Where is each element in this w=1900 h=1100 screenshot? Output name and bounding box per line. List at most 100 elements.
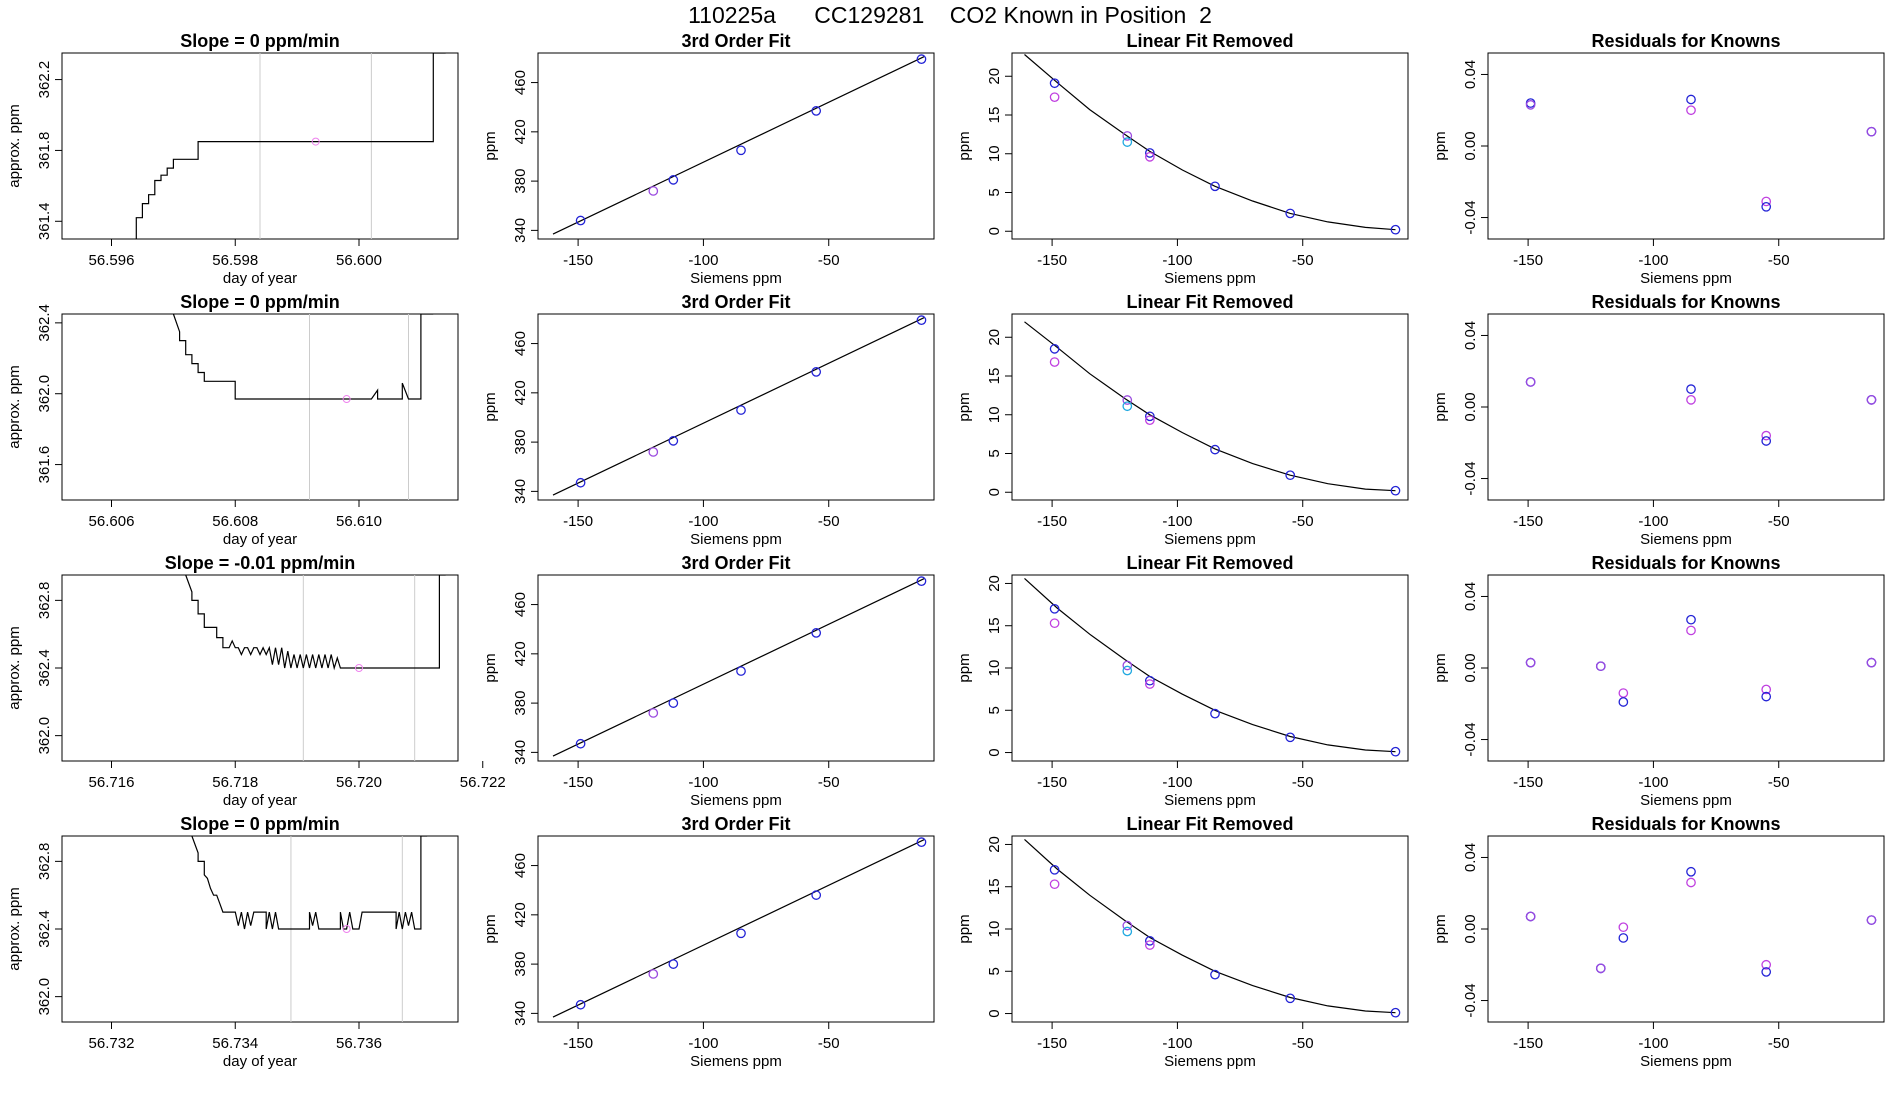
- data-point: [1866, 126, 1877, 137]
- data-point: [1144, 935, 1155, 946]
- x-axis-label: Siemens ppm: [690, 270, 782, 287]
- data-point: [1285, 993, 1296, 1004]
- x-axis-label: Siemens ppm: [1640, 792, 1732, 809]
- x-axis-label: Siemens ppm: [1164, 1053, 1256, 1070]
- chart-panel-r1-c3: Linear Fit Removed -150 -100 -50 0 5 10 15 20 Sie…: [956, 31, 1409, 287]
- data-point: [1210, 708, 1220, 719]
- data-point: [1390, 1007, 1401, 1018]
- y-tick-label: 362.8: [36, 582, 53, 620]
- y-tick-label: 380: [512, 952, 529, 977]
- y-tick-label: 362.0: [36, 717, 53, 755]
- data-point: [916, 54, 927, 65]
- chart-panel-r4-c3: Linear Fit Removed -150 -100 -50 0 5 10 15 20 Sie…: [956, 814, 1409, 1070]
- y-tick-label: 362.4: [36, 304, 53, 342]
- plot-frame: [537, 52, 935, 240]
- fit-curve: [552, 839, 925, 1018]
- data-point: [575, 477, 586, 488]
- data-point: [1144, 415, 1155, 426]
- y-tick-label: -0.04: [1462, 722, 1479, 756]
- y-tick-label: 10: [986, 921, 1003, 938]
- y-tick-label: 420: [512, 641, 529, 666]
- y-axis-label: approx. ppm: [6, 104, 23, 187]
- y-tick-label: 0.00: [1462, 653, 1479, 682]
- x-tick-label: 56.732: [89, 1035, 135, 1052]
- x-tick-label: 56.596: [89, 252, 135, 269]
- plot-area: [1024, 321, 1401, 496]
- data-point: [1618, 922, 1629, 933]
- data-point: [736, 405, 746, 415]
- y-tick-label: 0.04: [1462, 582, 1479, 611]
- plot-frame: [537, 313, 935, 501]
- y-tick-label: 20: [986, 329, 1003, 346]
- x-tick-label: 56.598: [212, 252, 258, 269]
- x-tick-label: -100: [688, 774, 718, 791]
- y-axis-label: ppm: [482, 914, 499, 943]
- data-point: [648, 186, 659, 196]
- plot-area: [552, 576, 927, 757]
- y-tick-label: 0: [986, 748, 1003, 756]
- x-axis-label: Siemens ppm: [1164, 792, 1256, 809]
- x-tick-label: -50: [1292, 513, 1314, 530]
- data-point: [1144, 675, 1155, 686]
- fit-curve: [1024, 577, 1396, 753]
- x-tick-label: -150: [1037, 513, 1067, 530]
- x-axis-label: day of year: [223, 792, 297, 809]
- y-axis-label: ppm: [1432, 653, 1449, 682]
- y-tick-label: 362.4: [36, 649, 53, 687]
- chart-title: 3rd Order Fit: [681, 292, 790, 312]
- data-point: [1525, 100, 1536, 110]
- x-tick-label: -100: [1162, 774, 1192, 791]
- data-point: [668, 959, 679, 969]
- y-tick-label: 362.0: [36, 978, 53, 1016]
- plot-frame: [1011, 313, 1409, 501]
- x-axis-label: Siemens ppm: [1640, 270, 1732, 287]
- chart-panel-r2-c2: 3rd Order Fit -150 -100 -50 340 380 420 460 Siem…: [482, 292, 935, 548]
- x-tick-label: -150: [563, 513, 593, 530]
- data-point: [1866, 657, 1877, 668]
- chart-panel-r1-c1: Slope = 0 ppm/min 56.596 56.598 56.600 361.4…: [6, 31, 459, 287]
- y-tick-label: 460: [512, 592, 529, 617]
- y-tick-label: 5: [986, 449, 1003, 457]
- x-tick-label: -100: [1638, 252, 1668, 269]
- data-point: [1761, 201, 1772, 212]
- y-tick-label: -0.04: [1462, 983, 1479, 1017]
- y-tick-label: 460: [512, 70, 529, 95]
- chart-panel-r1-c4: Residuals for Knowns -150 -100 -50 -0.04 0.00…: [1432, 31, 1885, 287]
- x-tick-label: 56.606: [89, 513, 135, 530]
- plot-area: [1525, 614, 1877, 707]
- data-point: [811, 628, 822, 638]
- y-tick-label: 15: [986, 368, 1003, 385]
- chart-title: Residuals for Knowns: [1591, 553, 1780, 573]
- y-tick-label: 460: [512, 853, 529, 878]
- y-tick-label: 420: [512, 902, 529, 927]
- x-axis-label: Siemens ppm: [690, 792, 782, 809]
- data-point: [1761, 691, 1772, 702]
- data-point: [1761, 959, 1772, 970]
- y-axis-label: ppm: [1432, 131, 1449, 160]
- data-point: [668, 175, 679, 185]
- y-tick-label: 20: [986, 575, 1003, 592]
- x-tick-label: -100: [688, 1035, 718, 1052]
- x-axis-label: day of year: [223, 1053, 297, 1070]
- chart-title: Slope = 0 ppm/min: [180, 814, 340, 834]
- x-tick-label: -100: [1162, 513, 1192, 530]
- analyzer-trace: [191, 836, 428, 930]
- mean-marker-point: [355, 664, 363, 672]
- chart-panel-r3-c3: Linear Fit Removed -150 -100 -50 0 5 10 15 20 Sie…: [956, 553, 1409, 809]
- y-tick-label: 362.0: [36, 375, 53, 413]
- x-tick-label: -150: [1037, 1035, 1067, 1052]
- fit-curve: [1024, 321, 1396, 492]
- chart-title: 3rd Order Fit: [681, 553, 790, 573]
- data-point: [1144, 940, 1155, 950]
- chart-panel-r4-c1: Slope = 0 ppm/min 56.732 56.734 56.736 362.0…: [6, 814, 459, 1070]
- data-point: [1618, 933, 1629, 943]
- data-point: [1285, 732, 1296, 743]
- data-point: [1122, 926, 1133, 937]
- y-tick-label: -0.04: [1462, 200, 1479, 234]
- data-point: [1144, 411, 1155, 422]
- y-tick-label: 0.00: [1462, 914, 1479, 943]
- data-point: [1686, 394, 1696, 405]
- y-tick-label: 15: [986, 617, 1003, 634]
- data-point: [668, 436, 679, 446]
